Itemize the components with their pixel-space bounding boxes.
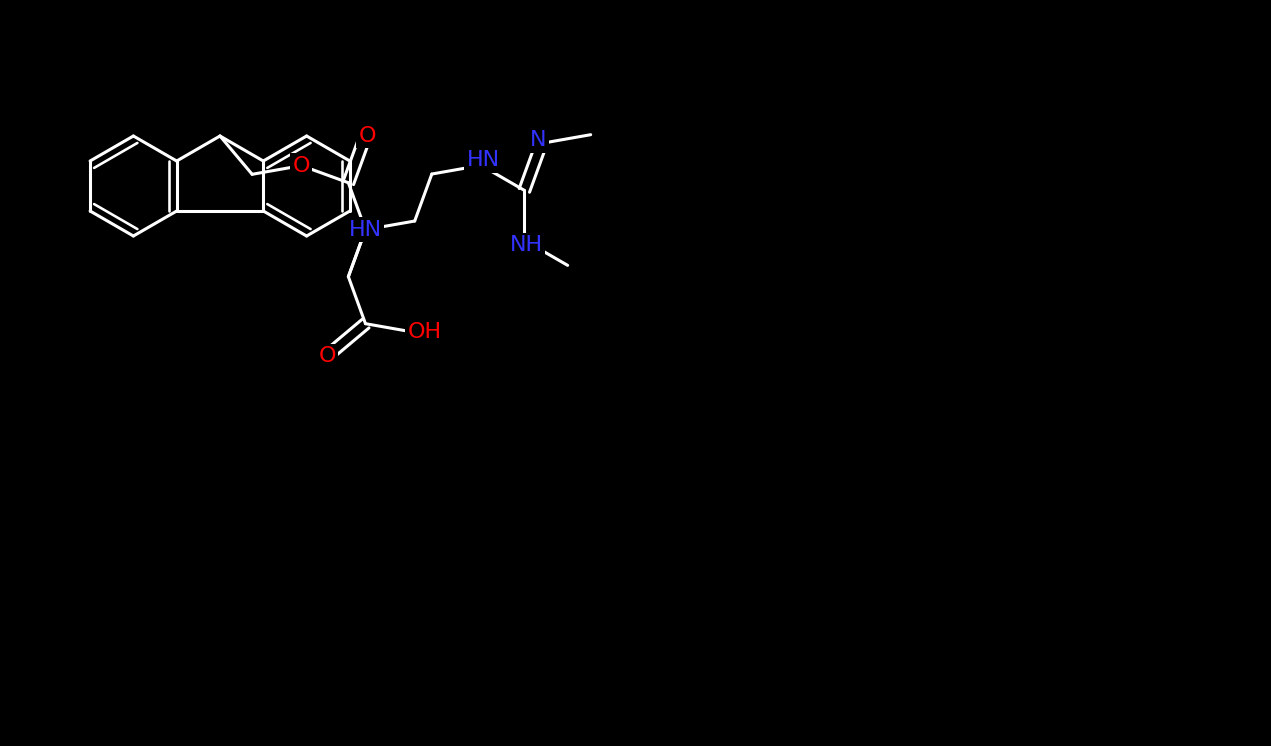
Text: N: N (530, 131, 547, 151)
Text: O: O (292, 156, 310, 175)
Text: HN: HN (350, 220, 383, 239)
Text: O: O (319, 346, 336, 366)
Text: NH: NH (510, 235, 543, 255)
Text: O: O (358, 126, 376, 145)
Text: HN: HN (466, 151, 500, 170)
Text: OH: OH (408, 322, 442, 342)
